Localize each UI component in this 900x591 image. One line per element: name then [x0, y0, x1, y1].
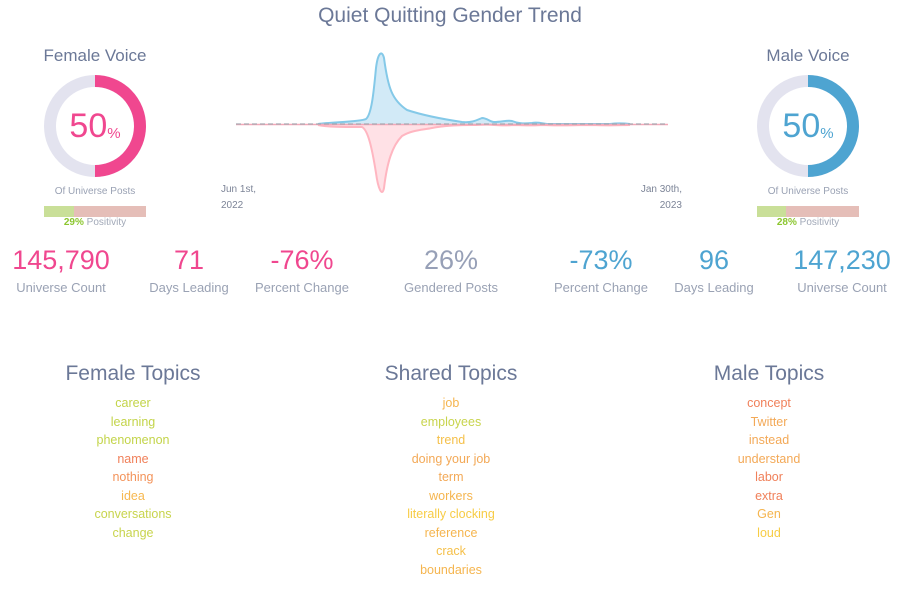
- topic-item: employees: [420, 414, 482, 429]
- topic-item: crack: [436, 544, 466, 558]
- start-date-line2: 2022: [221, 200, 244, 211]
- timeline-start-date: Jun 1st, 2022: [221, 182, 256, 214]
- topic-item: nothing: [112, 470, 154, 484]
- topic-item: understand: [737, 451, 801, 466]
- topic-item: conversations: [94, 507, 172, 521]
- female-topics-list: career learning phenomenon name nothing idea c…: [13, 394, 253, 542]
- topic-item: change: [112, 525, 154, 540]
- female-percent-change: -76% Percent Change: [232, 244, 372, 295]
- topic-item: idea: [121, 488, 145, 503]
- female-negative-segment: [73, 206, 146, 217]
- page-title: Quiet Quitting Gender Trend: [318, 4, 582, 27]
- topic-item: instead: [748, 433, 790, 447]
- topic-item: career: [115, 396, 151, 410]
- stat-label: Days Leading: [674, 280, 754, 295]
- stat-label: Percent Change: [554, 280, 648, 295]
- male-share-unit: %: [820, 124, 834, 142]
- male-negative-segment: [785, 206, 859, 217]
- female-voice-title: Female Voice: [43, 46, 147, 65]
- female-topics: Female Topics career learning phenomenon na…: [13, 362, 253, 542]
- female-voice-panel: Female Voice 50% Of Universe Posts 29% P…: [25, 46, 165, 228]
- topic-item: extra: [755, 488, 783, 503]
- male-days-leading: 96 Days Leading: [644, 244, 784, 295]
- male-positivity: 28% Positivity: [738, 217, 878, 228]
- male-positivity-label: Positivity: [799, 217, 840, 228]
- stat-label: Gendered Posts: [404, 280, 498, 295]
- female-positive-segment: [44, 206, 74, 217]
- stat-value: -73%: [569, 245, 633, 275]
- female-trend-area: [318, 124, 630, 193]
- stat-value: 145,790: [12, 245, 110, 275]
- female-positivity: 29% Positivity: [25, 217, 165, 228]
- female-positivity-bar: [44, 206, 146, 217]
- end-date-line2: 2023: [659, 200, 682, 211]
- topic-item: workers: [429, 488, 473, 503]
- topic-item: boundaries: [420, 562, 482, 577]
- male-percent-change: -73% Percent Change: [531, 244, 671, 295]
- male-donut-ring: [757, 75, 859, 177]
- topic-item: doing your job: [411, 451, 491, 466]
- topic-item: job: [442, 396, 460, 410]
- gender-trend-chart: [236, 52, 668, 193]
- female-universe-count: 145,790 Universe Count: [0, 244, 131, 295]
- male-positivity-value: 28%: [776, 217, 797, 228]
- stat-value: -76%: [270, 245, 334, 275]
- topic-item: labor: [755, 470, 783, 484]
- stat-label: Percent Change: [255, 280, 349, 295]
- topic-item: learning: [110, 414, 156, 429]
- stat-label: Universe Count: [797, 280, 887, 295]
- gendered-posts: 26% Gendered Posts: [381, 244, 521, 295]
- female-share-donut: 50%: [44, 75, 146, 177]
- stat-label: Days Leading: [149, 280, 229, 295]
- male-share-donut: 50%: [757, 75, 859, 177]
- topic-item: loud: [757, 525, 781, 540]
- female-days-leading: 71 Days Leading: [119, 244, 259, 295]
- male-positivity-bar: [757, 206, 859, 217]
- female-positivity-value: 29%: [63, 217, 84, 228]
- male-positive-segment: [757, 206, 786, 217]
- male-universe-count: 147,230 Universe Count: [772, 244, 900, 295]
- male-trend-line: [317, 52, 631, 126]
- shared-topics-list: job employees trend doing your job term worke…: [331, 394, 571, 579]
- topic-item: Twitter: [750, 414, 788, 429]
- start-date-line1: Jun 1st,: [221, 184, 257, 195]
- shared-topics-title: Shared Topics: [384, 362, 518, 385]
- topic-item: reference: [424, 525, 478, 540]
- stat-label: Universe Count: [16, 280, 106, 295]
- male-topics: Male Topics concept Twitter instead underst…: [649, 362, 889, 542]
- shared-topics: Shared Topics job employees trend doing you…: [331, 362, 571, 579]
- topic-item: name: [117, 451, 149, 466]
- stat-value: 26%: [423, 245, 479, 275]
- topic-item: concept: [747, 396, 791, 410]
- stat-value: 147,230: [793, 245, 891, 275]
- male-topics-title: Male Topics: [713, 362, 825, 385]
- female-trend-line: [317, 123, 631, 193]
- male-trend-area-tail: [318, 53, 630, 125]
- female-positivity-label: Positivity: [86, 217, 127, 228]
- topic-item: phenomenon: [96, 433, 170, 447]
- stat-value: 71: [173, 245, 205, 275]
- stat-value: 96: [698, 245, 730, 275]
- male-topics-list: concept Twitter instead understand labor extr…: [649, 394, 889, 542]
- male-voice-panel: Male Voice 50% Of Universe Posts 28% Pos…: [738, 46, 878, 228]
- female-donut-ring: [44, 75, 146, 177]
- topic-item: literally clocking: [407, 507, 495, 521]
- topic-item: trend: [436, 433, 466, 447]
- end-date-line1: Jan 30th,: [640, 184, 682, 195]
- topic-item: Gen: [757, 507, 781, 521]
- topic-item: term: [438, 470, 464, 484]
- male-share-caption: Of Universe Posts: [767, 186, 849, 197]
- female-share-unit: %: [107, 124, 121, 142]
- female-share-caption: Of Universe Posts: [54, 186, 136, 197]
- timeline-end-date: Jan 30th, 2023: [600, 182, 682, 214]
- male-voice-title: Male Voice: [766, 46, 850, 65]
- female-topics-title: Female Topics: [65, 362, 201, 385]
- male-share-value: 50: [782, 106, 821, 145]
- female-share-value: 50: [69, 106, 108, 145]
